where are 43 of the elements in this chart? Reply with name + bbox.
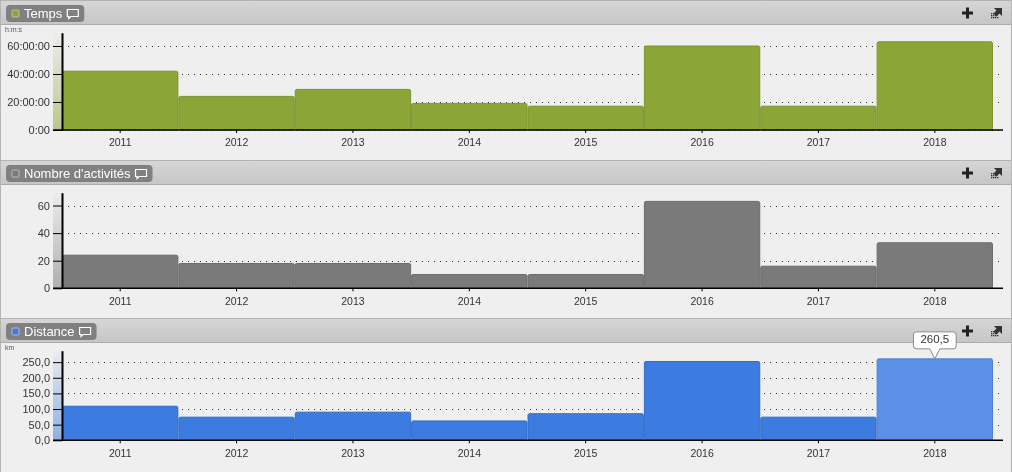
- x-tick-label: 2015: [574, 136, 598, 149]
- x-tick-label: 2013: [341, 136, 365, 149]
- x-tick-label: 2014: [457, 136, 482, 149]
- x-tick-label: 2018: [923, 446, 947, 459]
- y-tick-label: 20: [37, 254, 50, 267]
- x-tick-label: 2012: [224, 294, 249, 307]
- y-tick-label: 40: [37, 227, 50, 240]
- y-tick-label: 100,0: [22, 403, 50, 416]
- y-tick-label: 60: [37, 199, 50, 212]
- x-tick-label: 2018: [923, 136, 947, 149]
- x-tick-label: 2012: [224, 446, 249, 459]
- y-tick-label: 200,0: [22, 371, 50, 384]
- x-tick-label: 2015: [574, 294, 598, 307]
- y-tick-label: 0:00: [28, 124, 50, 137]
- x-tick-label: 2011: [108, 446, 132, 459]
- y-tick-label: 0,0: [34, 434, 50, 447]
- x-tick-label: 2012: [224, 136, 249, 149]
- x-tick-label: 2013: [341, 294, 365, 307]
- x-tick-label: 2017: [806, 446, 831, 459]
- y-tick-label: 40:00:00: [7, 68, 50, 81]
- x-tick-label: 2017: [806, 294, 831, 307]
- x-tick-label: 2015: [574, 446, 598, 459]
- y-tick-label: 50,0: [28, 418, 50, 431]
- x-tick-label: 2014: [457, 294, 482, 307]
- y-tick-label: 0: [43, 282, 50, 295]
- y-tick-label: 150,0: [22, 387, 50, 400]
- chart-title: Temps: [24, 5, 63, 21]
- chart-title: Nombre d'activités: [24, 165, 132, 181]
- y-tick-label: 60:00:00: [7, 40, 50, 53]
- chart-title: Distance: [24, 323, 75, 339]
- x-tick-label: 2016: [690, 294, 714, 307]
- data-label: 260,5: [920, 333, 950, 346]
- x-tick-label: 2014: [457, 446, 482, 459]
- x-tick-label: 2018: [923, 294, 947, 307]
- x-tick-label: 2013: [341, 446, 365, 459]
- x-tick-label: 2016: [690, 446, 714, 459]
- x-tick-label: 2016: [690, 136, 714, 149]
- bar: [876, 358, 993, 441]
- y-tick-label: 20:00:00: [7, 96, 50, 109]
- x-tick-label: 2011: [108, 136, 132, 149]
- y-tick-label: 250,0: [22, 356, 50, 369]
- x-tick-label: 2011: [108, 294, 132, 307]
- x-tick-label: 2017: [806, 136, 831, 149]
